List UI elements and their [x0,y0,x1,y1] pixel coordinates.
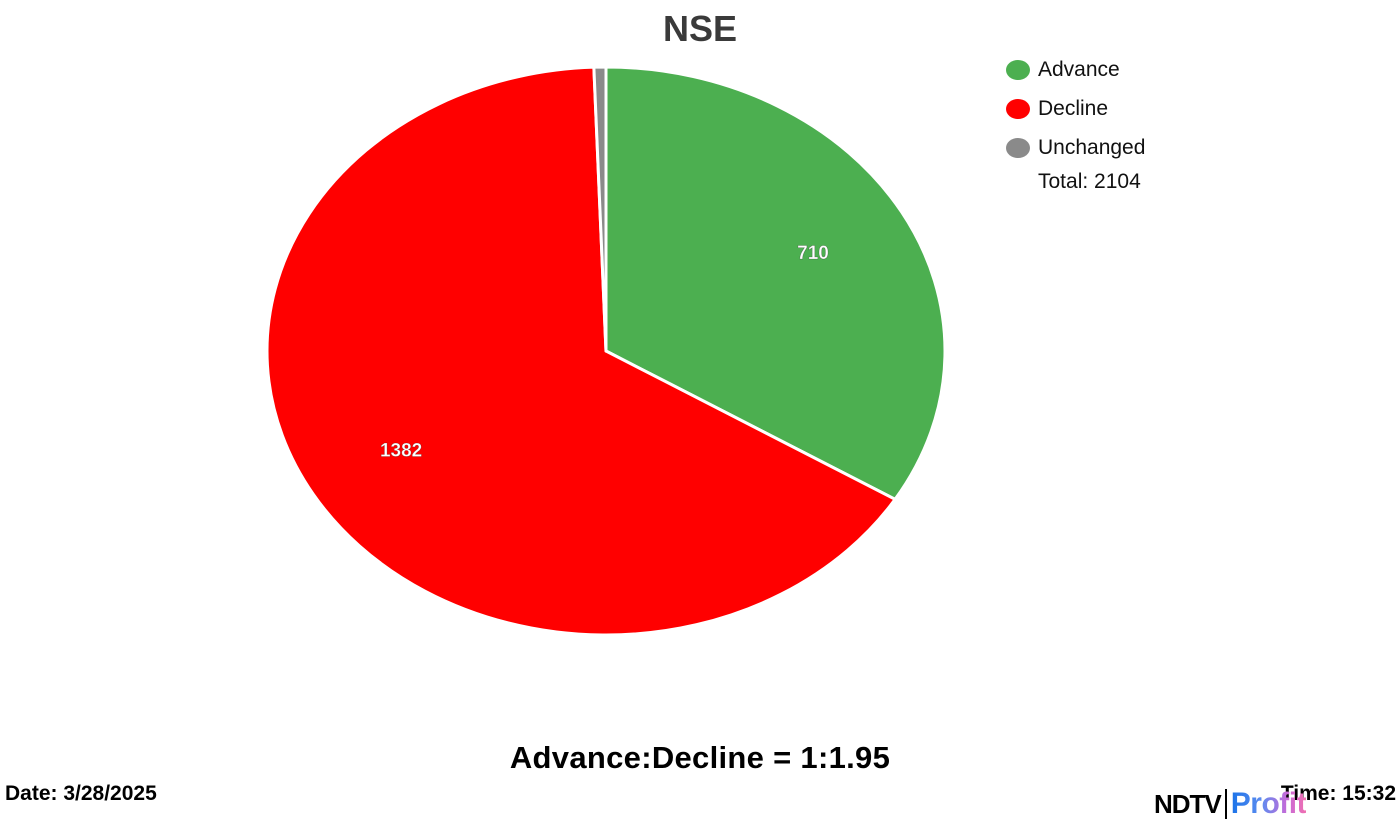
legend-swatch-unchanged [1006,137,1030,158]
legend-total: Total: 2104 [1038,170,1141,193]
date-label: Date: 3/28/2025 [5,782,157,805]
legend-item-advance[interactable]: Advance [1006,50,1145,89]
time-label: Time: 15:32 [1280,782,1396,805]
advance-decline-ratio: Advance:Decline = 1:1.95 [509,740,891,775]
pie-slice-decline[interactable] [265,65,897,637]
legend: Advance Decline Unchanged Total: 2104 [1006,50,1145,197]
legend-label-advance: Advance [1038,57,1120,81]
legend-label-unchanged: Unchanged [1038,135,1146,159]
legend-item-decline[interactable]: Decline [1006,89,1145,128]
pie-slice-unchanged[interactable] [592,65,608,353]
ndtv-profit-logo: NDTV Profit [1154,786,1307,822]
legend-swatch-decline [1006,98,1030,119]
logo-profit-text: Profit [1230,787,1307,820]
legend-label-decline: Decline [1038,96,1109,120]
logo-divider [1224,789,1227,819]
legend-item-unchanged[interactable]: Unchanged [1006,128,1145,167]
data-label-decline: 1382 [380,440,422,461]
pie-slice-advance[interactable] [604,65,947,501]
logo-ndtv-text: NDTV [1154,788,1222,819]
data-label-advance: 710 [797,243,829,264]
chart-title: NSE [662,8,738,49]
legend-swatch-advance [1006,59,1030,80]
